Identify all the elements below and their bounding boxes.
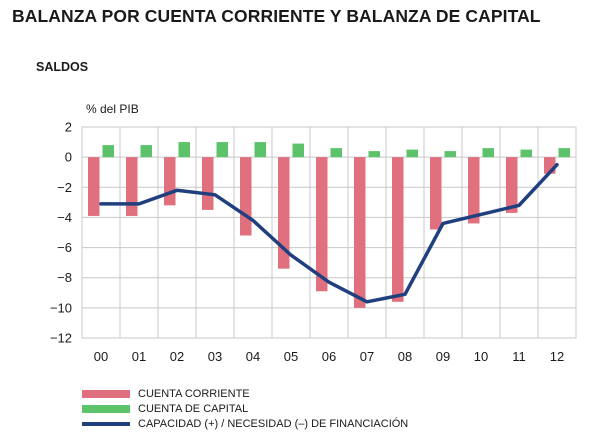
bar-capital-account <box>178 142 190 158</box>
x-tick-label: 03 <box>208 349 222 364</box>
legend-label-financing: CAPACIDAD (+) / NECESIDAD (–) DE FINANCI… <box>138 417 409 430</box>
bar-capital-account <box>406 149 418 158</box>
bar-current-account <box>316 157 328 292</box>
bar-current-account <box>430 157 442 230</box>
grid <box>81 126 577 339</box>
bar-capital-account <box>368 151 380 158</box>
bar-current-account <box>392 157 404 302</box>
bar-current-account <box>88 157 100 216</box>
bar-capital-account <box>216 142 228 158</box>
line-financing <box>99 162 559 304</box>
y-tick-label: −6 <box>57 240 72 255</box>
x-tick-label: 02 <box>170 349 184 364</box>
bar-current-account <box>468 157 480 224</box>
x-tick-label: 04 <box>246 349 260 364</box>
bar-current-account <box>164 157 176 206</box>
x-tick-label: 05 <box>284 349 298 364</box>
legend-swatch-capital-account <box>82 404 130 413</box>
x-tick-label: 11 <box>512 349 526 364</box>
y-tick-labels: 2 0 −2 −4 −6 −8 −10 −12 <box>50 120 72 346</box>
legend-item-financing: CAPACIDAD (+) / NECESIDAD (–) DE FINANCI… <box>82 416 408 431</box>
bar-current-account <box>126 157 138 216</box>
bar-capital-account <box>482 148 494 158</box>
x-tick-label: 10 <box>474 349 488 364</box>
bars <box>88 142 570 308</box>
bar-current-account <box>506 157 518 213</box>
x-tick-label: 00 <box>94 349 108 364</box>
x-tick-label: 09 <box>436 349 450 364</box>
bar-capital-account <box>254 142 266 158</box>
x-tick-label: 07 <box>360 349 374 364</box>
legend-label-capital-account: CUENTA DE CAPITAL <box>138 402 249 415</box>
chart-subtitle: SALDOS <box>36 60 89 74</box>
bar-capital-account <box>444 151 456 158</box>
bar-capital-account <box>140 145 152 158</box>
bar-capital-account <box>330 148 342 158</box>
y-tick-label: −4 <box>57 210 72 225</box>
x-tick-label: 01 <box>132 349 146 364</box>
bar-capital-account <box>520 149 532 158</box>
legend-label-current-account: CUENTA CORRIENTE <box>138 387 250 400</box>
x-tick-labels: 00 01 02 03 04 05 06 07 08 09 10 11 12 <box>94 349 564 364</box>
bar-capital-account <box>102 145 114 158</box>
y-axis-label: % del PIB <box>86 102 139 116</box>
bar-current-account <box>278 157 290 269</box>
y-tick-label: −12 <box>50 331 72 346</box>
legend-swatch-current-account <box>82 389 130 398</box>
bar-current-account <box>240 157 252 236</box>
bar-current-account <box>544 157 556 174</box>
x-tick-label: 06 <box>322 349 336 364</box>
legend-swatch-financing <box>82 421 130 426</box>
legend-item-current-account: CUENTA CORRIENTE <box>82 386 408 401</box>
bar-current-account <box>202 157 214 210</box>
bar-capital-account <box>292 143 304 158</box>
financing-line <box>99 162 559 304</box>
y-tick-label: 0 <box>65 150 72 165</box>
x-tick-label: 08 <box>398 349 412 364</box>
y-tick-label: 2 <box>65 120 72 135</box>
y-tick-label: −8 <box>57 270 72 285</box>
legend-item-capital-account: CUENTA DE CAPITAL <box>82 401 408 416</box>
chart-title: BALANZA POR CUENTA CORRIENTE Y BALANZA D… <box>12 6 541 26</box>
bar-current-account <box>354 157 366 308</box>
y-tick-label: −2 <box>57 180 72 195</box>
bar-capital-account <box>558 148 570 158</box>
plot-frame <box>81 126 577 339</box>
x-tick-label: 12 <box>550 349 564 364</box>
legend: CUENTA CORRIENTE CUENTA DE CAPITAL CAPAC… <box>82 386 408 431</box>
y-tick-label: −10 <box>50 300 72 315</box>
